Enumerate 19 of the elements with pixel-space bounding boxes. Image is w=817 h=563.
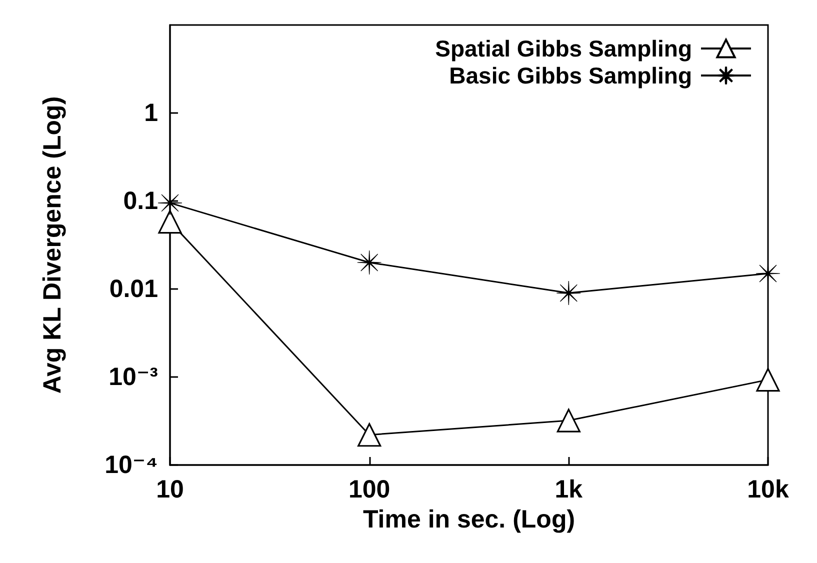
point — [358, 423, 382, 447]
y-tick-label: 0.01 — [109, 275, 158, 303]
y-axis-title: Avg KL Divergence (Log) — [38, 96, 66, 394]
point — [158, 210, 182, 234]
point — [357, 250, 382, 275]
x-tick-label: 1k — [554, 476, 583, 504]
x-tick-label: 10k — [747, 476, 789, 504]
y-tick-label: 10⁻⁴ — [104, 451, 158, 479]
y-tick-label: 10⁻³ — [108, 363, 158, 391]
y-tick-label: 0.1 — [123, 187, 158, 215]
point — [556, 280, 581, 306]
point — [756, 368, 780, 392]
point — [556, 408, 580, 432]
legend-label: Spatial Gibbs Sampling — [435, 36, 692, 62]
x-tick-label: 10 — [156, 476, 184, 504]
y-tick-label: 1 — [144, 99, 158, 127]
x-axis-title: Time in sec. (Log) — [362, 505, 576, 534]
x-tick-label: 100 — [348, 476, 390, 504]
legend-label: Basic Gibbs Sampling — [449, 62, 692, 88]
